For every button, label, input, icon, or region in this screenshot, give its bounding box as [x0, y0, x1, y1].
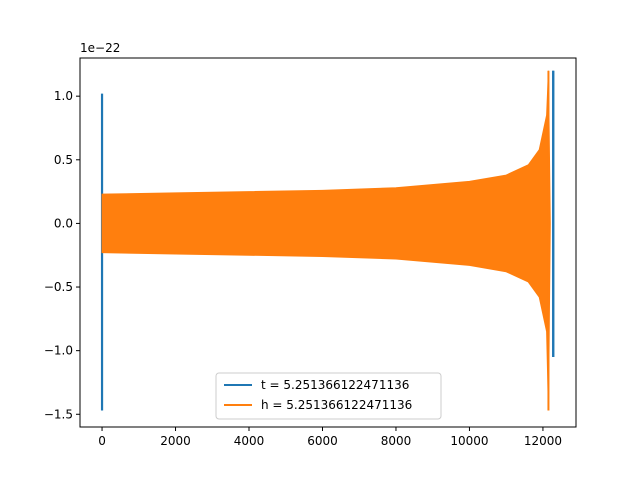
y-tick-label: −0.5 — [44, 280, 73, 294]
y-tick-label: −1.0 — [44, 344, 73, 358]
legend-entry-label: t = 5.251366122471136 — [261, 378, 409, 392]
legend-box — [215, 372, 442, 420]
x-tick-label: 4000 — [234, 434, 265, 448]
axes-frame — [79, 57, 577, 428]
x-tick-label: 10000 — [450, 434, 488, 448]
x-tick-label: 8000 — [381, 434, 412, 448]
y-tick-label: 0.5 — [54, 153, 73, 167]
series-h-envelope — [101, 70, 551, 411]
x-tick-label: 0 — [98, 434, 106, 448]
x-axis: 0 2000 4000 6000 8000 10000 12000 — [98, 427, 562, 448]
legend: t = 5.251366122471136 h = 5.2513661224711… — [215, 372, 442, 420]
x-tick-label: 12000 — [524, 434, 562, 448]
y-tick-label: −1.5 — [44, 407, 73, 421]
legend-entry-label: h = 5.251366122471136 — [261, 398, 412, 412]
y-axis: 1.0 0.5 0.0 −0.5 −1.0 −1.5 — [44, 89, 80, 421]
x-tick-label: 6000 — [307, 434, 338, 448]
y-tick-label: 1.0 — [54, 89, 73, 103]
y-axis-offset-label: 1e−22 — [80, 41, 120, 55]
plot-area — [100, 70, 555, 411]
y-tick-label: 0.0 — [54, 216, 73, 230]
x-tick-label: 2000 — [160, 434, 191, 448]
